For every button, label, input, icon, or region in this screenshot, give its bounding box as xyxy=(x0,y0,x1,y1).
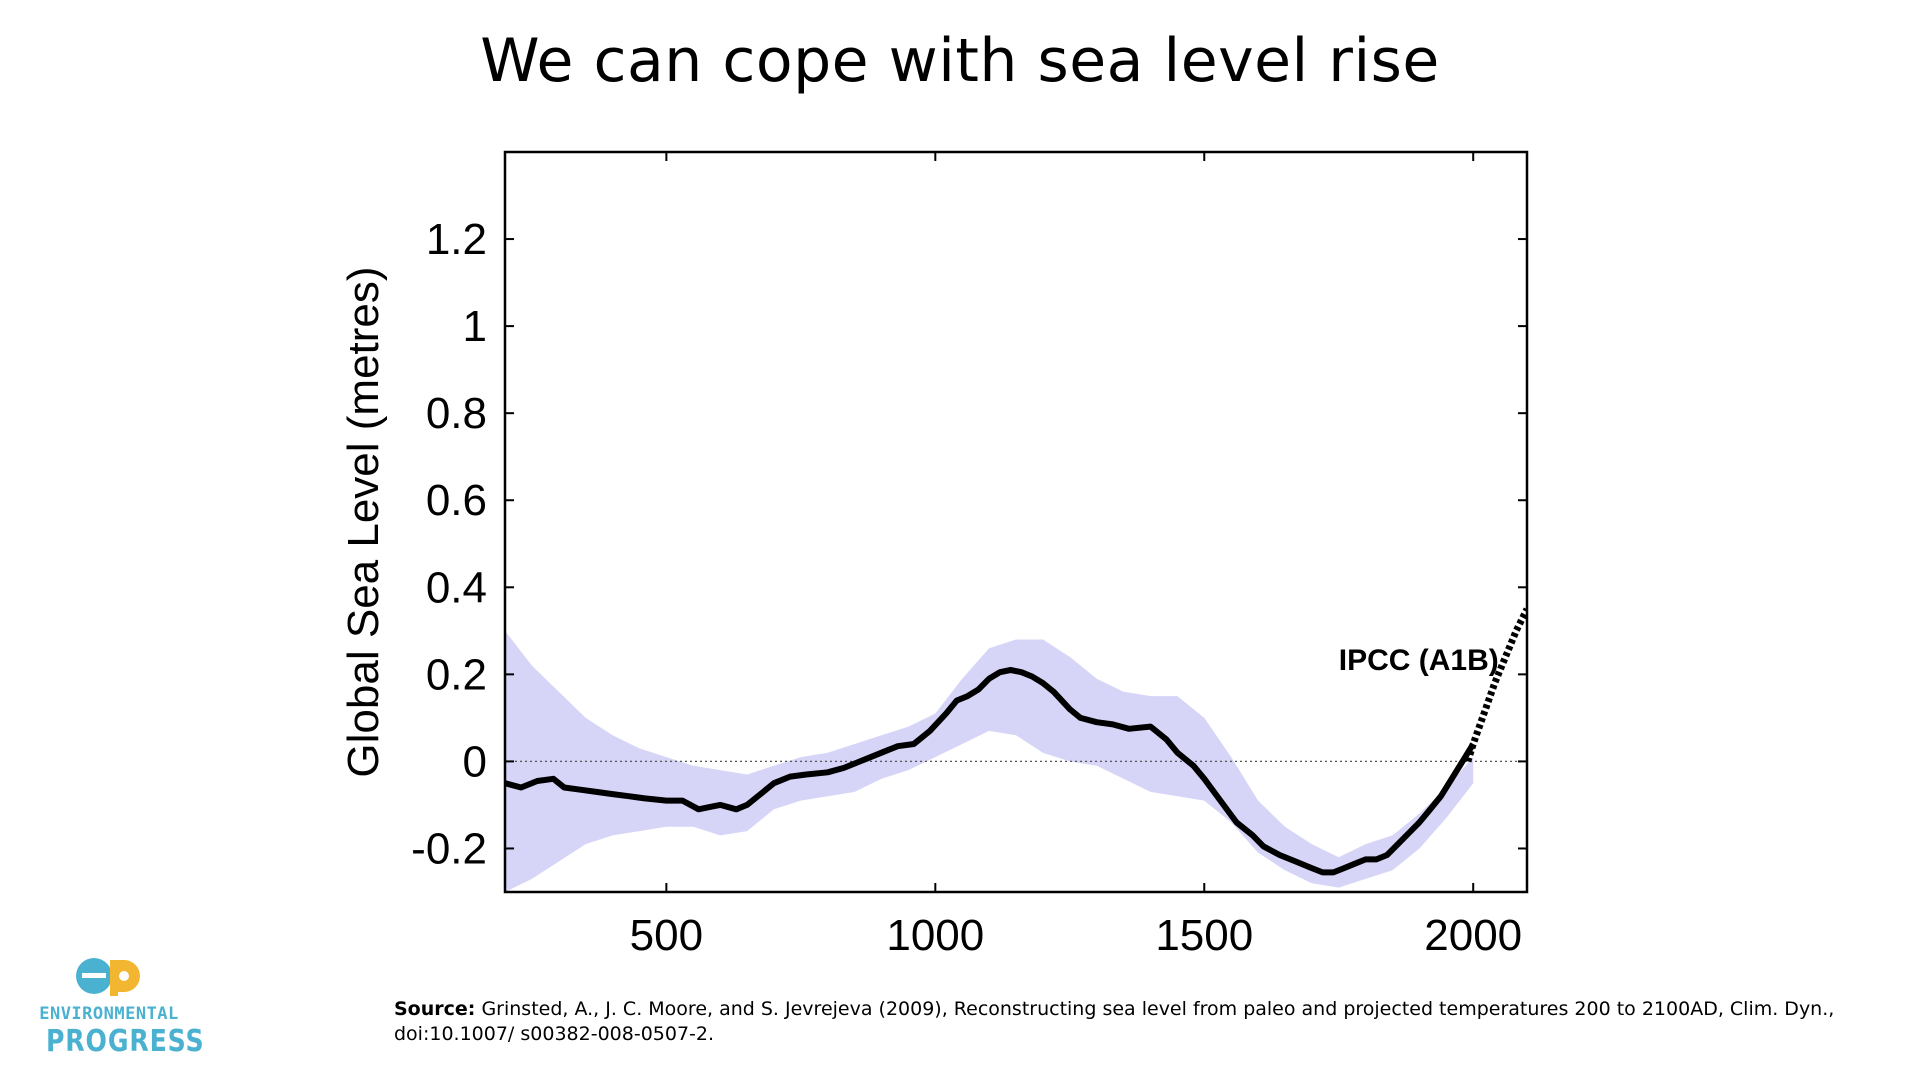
sea-level-line xyxy=(505,667,1476,876)
y-axis-title: Global Sea Level (metres) xyxy=(339,266,388,777)
environmental-progress-logo: ENVIRONMENTAL PROGRESS xyxy=(34,956,205,1059)
ipcc-annotation: IPCC (A1B) xyxy=(1339,644,1499,677)
y-tick-label: 1 xyxy=(463,302,487,351)
tick-layer xyxy=(505,152,1527,892)
series-layer xyxy=(505,607,1527,876)
slide-title: We can cope with sea level rise xyxy=(480,26,1440,96)
y-tick-label: 0.4 xyxy=(426,563,487,612)
x-tick-label: 1500 xyxy=(1155,911,1253,960)
uncertainty-band-layer xyxy=(505,630,1474,892)
y-tick-label: 0 xyxy=(463,737,487,786)
plot-frame xyxy=(503,150,1529,894)
x-tick-label: 1000 xyxy=(886,911,984,960)
uncertainty-band xyxy=(505,630,1474,892)
source-text: Grinsted, A., J. C. Moore, and S. Jevrej… xyxy=(394,998,1835,1045)
x-tick-label: 2000 xyxy=(1424,911,1522,960)
y-tick-label: 0.6 xyxy=(426,476,487,525)
logo-line-progress: PROGRESS xyxy=(46,1024,205,1059)
source-label: Source: xyxy=(394,998,476,1020)
source-citation: Source: Grinsted, A., J. C. Moore, and S… xyxy=(394,997,1904,1047)
y-tick-label: 0.8 xyxy=(426,389,487,438)
ipcc-projection-line xyxy=(1464,607,1527,763)
tick-label-layer: 500 1000 1500 2000 -0.2 0 0.2 0.4 0.6 0.8 1 1.2 xyxy=(411,215,1522,960)
logo-line-environmental: ENVIRONMENTAL xyxy=(39,1004,179,1024)
y-tick-label: 1.2 xyxy=(426,215,487,264)
x-tick-label: 500 xyxy=(630,911,703,960)
ep-logo-icon xyxy=(76,958,140,996)
y-tick-label: -0.2 xyxy=(411,824,487,873)
y-tick-label: 0.2 xyxy=(426,650,487,699)
